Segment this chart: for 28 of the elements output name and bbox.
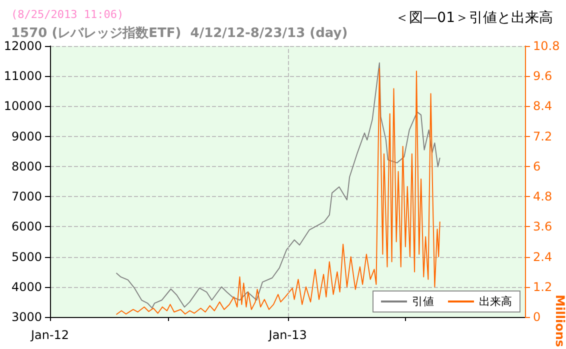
y2-tick-label: 3.6 — [533, 220, 552, 234]
y-tick-label: 12000 — [4, 39, 42, 53]
x-tick-label: Jan-13 — [268, 328, 307, 342]
y-tick-label: 11000 — [4, 69, 42, 84]
y2-tick-label: 8.4 — [533, 99, 552, 114]
chart-title: ＜図—01＞引値と出来高 — [395, 10, 554, 26]
y2-tick-label: 2.4 — [533, 250, 552, 264]
y2-tick-label: 6 — [533, 159, 541, 174]
y2-tick-label: 1.2 — [533, 280, 552, 294]
legend-label: 出来高 — [479, 295, 512, 308]
y-tick-label: 7000 — [11, 190, 42, 204]
y2-tick-label: 0 — [533, 310, 541, 324]
y2-tick-label: 10.8 — [533, 39, 560, 53]
text: (8/25/2013 11:06) — [11, 8, 124, 21]
y-tick-label: 6000 — [11, 220, 42, 234]
y2-axis-title: Millions — [553, 294, 566, 348]
y-tick-label: 8000 — [11, 159, 42, 174]
legend-label: 引値 — [412, 295, 434, 308]
chart-subtitle: 1570 (レバレッジ指数ETF) 4/12/12-8/23/13 (day) — [11, 26, 348, 41]
y-tick-label: 10000 — [4, 99, 42, 114]
x-tick-label: Jan-12 — [30, 328, 70, 342]
y2-tick-label: 7.2 — [533, 129, 552, 144]
y2-tick-label: 9.6 — [533, 69, 552, 84]
y-tick-label: 4000 — [11, 280, 42, 294]
y-tick-label: 3000 — [11, 310, 42, 324]
y2-tick-label: 4.8 — [533, 190, 552, 204]
y-tick-label: 5000 — [11, 250, 42, 264]
y-tick-label: 9000 — [11, 129, 42, 144]
